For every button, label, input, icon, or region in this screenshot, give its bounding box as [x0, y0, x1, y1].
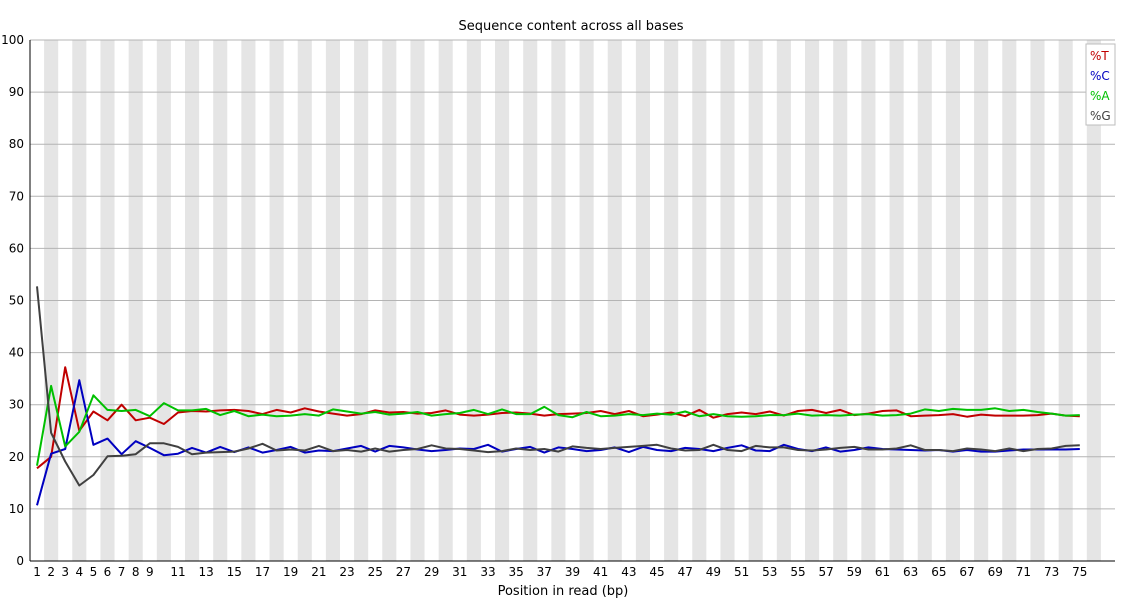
x-tick-label: 59: [847, 565, 862, 579]
x-tick-label: 33: [480, 565, 495, 579]
x-tick-label: 53: [762, 565, 777, 579]
x-tick-label: 65: [931, 565, 946, 579]
legend-box: [1085, 43, 1116, 126]
series-line-pct-g: [36, 286, 1080, 487]
x-tick-label: 6: [104, 565, 112, 579]
x-tick-label: 69: [988, 565, 1003, 579]
y-tick-label: 60: [9, 241, 24, 255]
chart-title: Sequence content across all bases: [458, 19, 683, 34]
x-tick-label: 75: [1072, 565, 1087, 579]
legend-entry: %A: [1090, 89, 1110, 103]
x-tick-label: 25: [368, 565, 383, 579]
y-tick-label: 20: [9, 450, 24, 464]
x-tick-label: 19: [283, 565, 298, 579]
x-tick-labels: 1 2 3 4 5 6 7 8 9 11 13 15 17 19 21 23 25 27 29 31 33 35 37 39 4…: [33, 565, 1087, 579]
x-tick-label: 57: [818, 565, 833, 579]
x-tick-label: 17: [255, 565, 270, 579]
x-tick-label: 15: [227, 565, 242, 579]
y-tick-label: 100: [1, 33, 24, 47]
x-axis-label: Position in read (bp): [498, 584, 629, 599]
x-tick-label: 35: [508, 565, 523, 579]
x-tick-label: 61: [875, 565, 890, 579]
x-tick-label: 4: [75, 565, 83, 579]
y-tick-label: 50: [9, 294, 24, 308]
legend-entry: %T: [1090, 49, 1109, 63]
x-tick-label: 49: [706, 565, 721, 579]
x-tick-label: 29: [424, 565, 439, 579]
x-tick-label: 9: [146, 565, 154, 579]
x-tick-label: 63: [903, 565, 918, 579]
x-tick-label: 7: [118, 565, 126, 579]
x-tick-label: 1: [33, 565, 41, 579]
x-tick-label: 47: [678, 565, 693, 579]
legend-entry: %C: [1090, 69, 1110, 83]
x-tick-label: 27: [396, 565, 411, 579]
y-tick-label: 70: [9, 189, 24, 203]
series-line-pct-a: [36, 384, 1080, 466]
x-tick-label: 43: [621, 565, 636, 579]
x-tick-label: 2: [47, 565, 55, 579]
legend-entry: %G: [1090, 109, 1111, 123]
x-tick-label: 73: [1044, 565, 1059, 579]
x-tick-label: 3: [61, 565, 69, 579]
x-tick-label: 41: [593, 565, 608, 579]
y-tick-label: 10: [9, 502, 24, 516]
legend: %T %C %A %G: [1085, 43, 1116, 126]
y-tick-label: 0: [16, 554, 24, 568]
x-tick-label: 11: [170, 565, 185, 579]
x-tick-label: 71: [1016, 565, 1031, 579]
x-tick-label: 37: [537, 565, 552, 579]
y-tick-label: 80: [9, 137, 24, 151]
gridlines: [30, 39, 1115, 510]
x-tick-label: 8: [132, 565, 140, 579]
x-tick-label: 55: [790, 565, 805, 579]
x-tick-label: 45: [649, 565, 664, 579]
x-tick-label: 23: [339, 565, 354, 579]
y-tick-label: 40: [9, 346, 24, 360]
y-tick-label: 90: [9, 85, 24, 99]
series-line-pct-c: [36, 379, 1080, 506]
x-tick-label: 31: [452, 565, 467, 579]
y-tick-label: 30: [9, 398, 24, 412]
x-tick-label: 51: [734, 565, 749, 579]
x-tick-label: 21: [311, 565, 326, 579]
x-tick-label: 5: [90, 565, 98, 579]
x-tick-label: 67: [959, 565, 974, 579]
x-tick-label: 39: [565, 565, 580, 579]
series-lines: [36, 286, 1080, 506]
y-tick-labels: 0 10 20 30 40 50 60 70 80 90 100: [1, 33, 24, 568]
x-tick-label: 13: [198, 565, 213, 579]
axes: [29, 40, 1115, 562]
